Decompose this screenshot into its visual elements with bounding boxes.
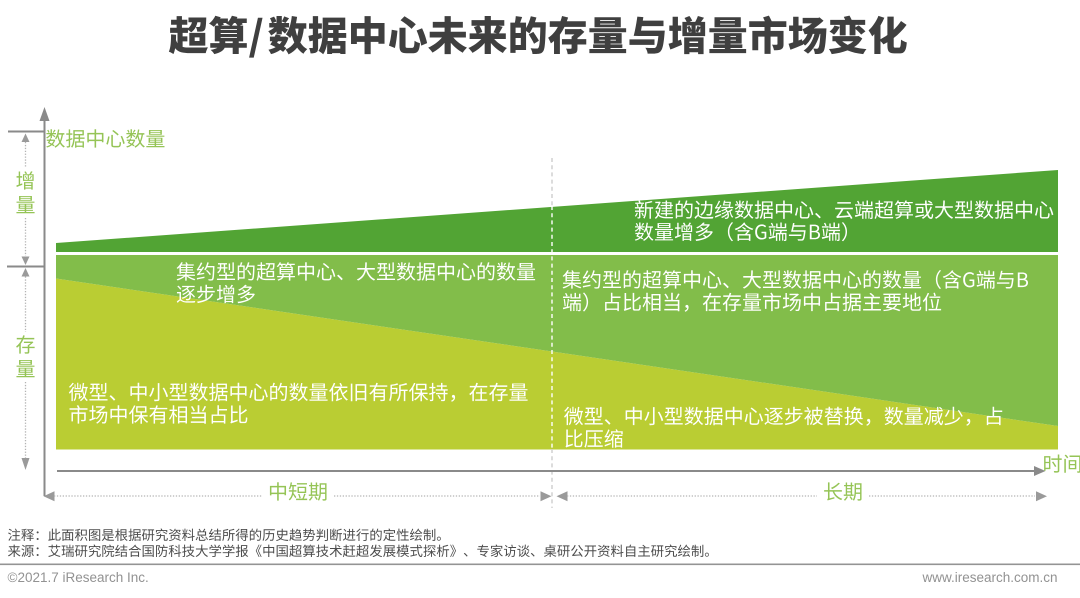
svg-text:©2021.7 iResearch Inc.: ©2021.7 iResearch Inc. [8,570,149,585]
svg-text:www.iresearch.com.cn: www.iresearch.com.cn [921,570,1057,585]
